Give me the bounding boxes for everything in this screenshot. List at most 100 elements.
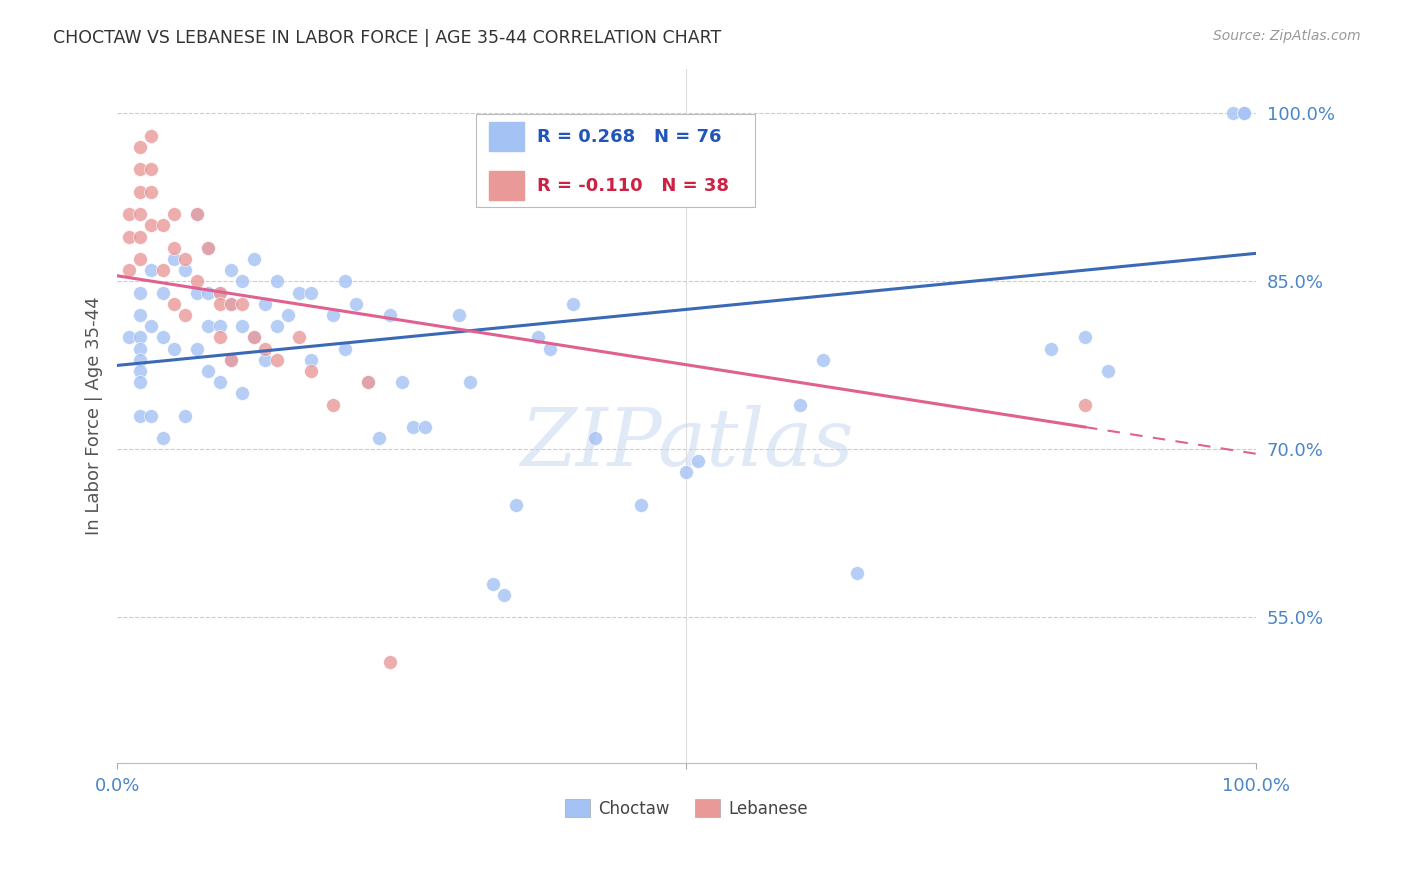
Point bbox=[129, 162, 152, 177]
Point bbox=[254, 297, 277, 311]
Point bbox=[231, 319, 253, 334]
Point bbox=[1233, 106, 1256, 120]
Point bbox=[266, 352, 288, 367]
Point bbox=[129, 140, 152, 154]
Point bbox=[380, 308, 402, 322]
Point bbox=[266, 319, 288, 334]
Point bbox=[231, 274, 253, 288]
Point bbox=[391, 375, 413, 389]
Point bbox=[141, 219, 163, 233]
Point bbox=[231, 386, 253, 401]
Point bbox=[219, 297, 242, 311]
Point bbox=[482, 577, 505, 591]
Point bbox=[254, 342, 277, 356]
Point bbox=[163, 297, 186, 311]
Point bbox=[174, 252, 197, 266]
Point bbox=[117, 229, 139, 244]
Point bbox=[299, 352, 322, 367]
Point bbox=[1074, 330, 1097, 344]
Point bbox=[288, 330, 311, 344]
Point bbox=[447, 308, 470, 322]
Point bbox=[197, 319, 219, 334]
Legend: Choctaw, Lebanese: Choctaw, Lebanese bbox=[558, 793, 814, 824]
Point bbox=[129, 308, 152, 322]
Point bbox=[344, 297, 367, 311]
Point bbox=[141, 263, 163, 277]
Point bbox=[129, 364, 152, 378]
Point bbox=[141, 185, 163, 199]
Point bbox=[152, 263, 174, 277]
Point bbox=[174, 263, 197, 277]
Point bbox=[630, 499, 652, 513]
Point bbox=[811, 352, 834, 367]
Text: CHOCTAW VS LEBANESE IN LABOR FORCE | AGE 35-44 CORRELATION CHART: CHOCTAW VS LEBANESE IN LABOR FORCE | AGE… bbox=[53, 29, 721, 46]
Point bbox=[129, 375, 152, 389]
Text: Source: ZipAtlas.com: Source: ZipAtlas.com bbox=[1213, 29, 1361, 43]
Point bbox=[413, 420, 436, 434]
Point bbox=[163, 241, 186, 255]
Point bbox=[186, 285, 208, 300]
Point bbox=[1222, 106, 1244, 120]
Point bbox=[356, 375, 378, 389]
Point bbox=[494, 588, 516, 602]
Point bbox=[174, 409, 197, 423]
Point bbox=[129, 330, 152, 344]
Point bbox=[254, 352, 277, 367]
Point bbox=[686, 453, 709, 467]
Point bbox=[163, 207, 186, 221]
Point bbox=[208, 375, 231, 389]
Point bbox=[277, 308, 299, 322]
Point bbox=[208, 297, 231, 311]
Point bbox=[152, 431, 174, 445]
Point bbox=[141, 128, 163, 143]
Point bbox=[208, 285, 231, 300]
Y-axis label: In Labor Force | Age 35-44: In Labor Force | Age 35-44 bbox=[86, 296, 103, 535]
Point bbox=[163, 252, 186, 266]
Point bbox=[129, 252, 152, 266]
Point bbox=[219, 352, 242, 367]
Point bbox=[380, 655, 402, 669]
Point bbox=[583, 431, 606, 445]
Point bbox=[1039, 342, 1062, 356]
Point bbox=[1074, 398, 1097, 412]
Point bbox=[402, 420, 425, 434]
Point bbox=[186, 342, 208, 356]
Point bbox=[789, 398, 811, 412]
Bar bbox=[489, 171, 523, 201]
Point bbox=[129, 285, 152, 300]
Point bbox=[322, 398, 344, 412]
Point bbox=[288, 285, 311, 300]
Point bbox=[208, 319, 231, 334]
Point bbox=[243, 252, 266, 266]
Point bbox=[129, 342, 152, 356]
Point bbox=[299, 285, 322, 300]
Point bbox=[208, 285, 231, 300]
Point bbox=[846, 566, 869, 580]
Point bbox=[266, 274, 288, 288]
Point bbox=[675, 465, 697, 479]
Point bbox=[1097, 364, 1119, 378]
Point bbox=[333, 342, 356, 356]
Text: R = -0.110   N = 38: R = -0.110 N = 38 bbox=[537, 177, 730, 195]
Point bbox=[527, 330, 550, 344]
Point bbox=[152, 330, 174, 344]
Point bbox=[129, 409, 152, 423]
Point bbox=[219, 297, 242, 311]
Point bbox=[117, 263, 139, 277]
Point bbox=[186, 207, 208, 221]
Point bbox=[322, 308, 344, 322]
FancyBboxPatch shape bbox=[475, 113, 755, 208]
Point bbox=[129, 229, 152, 244]
Point bbox=[117, 330, 139, 344]
Point bbox=[333, 274, 356, 288]
Point bbox=[561, 297, 583, 311]
Point bbox=[231, 297, 253, 311]
Text: ZIPatlas: ZIPatlas bbox=[520, 405, 853, 483]
Text: R = 0.268   N = 76: R = 0.268 N = 76 bbox=[537, 128, 721, 145]
Point bbox=[174, 308, 197, 322]
Point bbox=[299, 364, 322, 378]
Point bbox=[368, 431, 391, 445]
Point bbox=[356, 375, 378, 389]
Point bbox=[197, 241, 219, 255]
Bar bbox=[489, 122, 523, 151]
